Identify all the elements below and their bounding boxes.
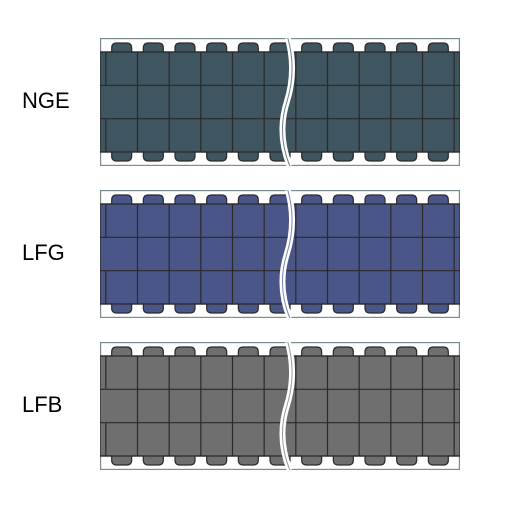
belt-strip-svg	[100, 190, 460, 318]
belt-strip-lfg	[100, 190, 460, 323]
belt-strip-svg	[100, 38, 460, 166]
belt-row-nge: NGE	[0, 38, 512, 166]
belt-strip-lfb	[100, 342, 460, 475]
label-nge: NGE	[22, 88, 70, 114]
label-lfg: LFG	[22, 240, 65, 266]
belt-strip-nge	[100, 38, 460, 171]
belt-types-diagram: { "diagram": { "strip_width": 360, "stri…	[0, 0, 512, 512]
belt-row-lfb: LFB	[0, 342, 512, 470]
label-lfb: LFB	[22, 392, 62, 418]
belt-row-lfg: LFG	[0, 190, 512, 318]
belt-strip-svg	[100, 342, 460, 470]
